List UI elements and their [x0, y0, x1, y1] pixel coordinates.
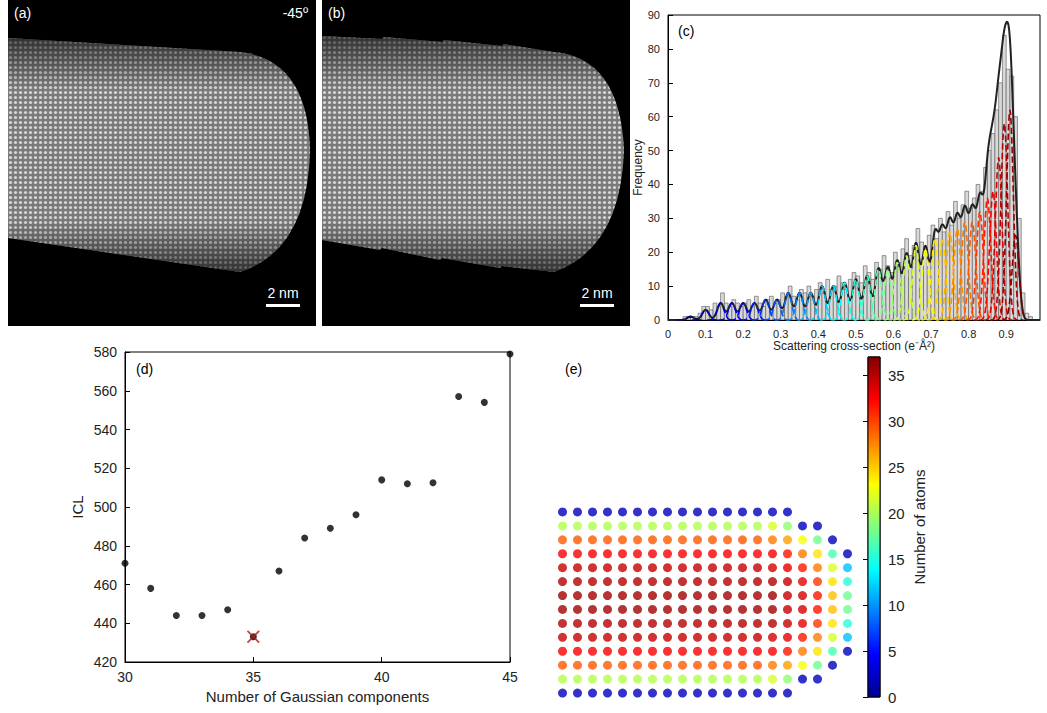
svg-text:(b): (b)	[328, 5, 345, 21]
svg-text:50: 50	[648, 145, 660, 157]
svg-text:420: 420	[94, 654, 118, 670]
svg-text:40: 40	[648, 178, 660, 190]
svg-text:35: 35	[246, 669, 262, 685]
svg-text:0.4: 0.4	[811, 328, 826, 340]
svg-text:35: 35	[888, 367, 905, 384]
svg-text:520: 520	[94, 460, 118, 476]
svg-text:15: 15	[888, 551, 905, 568]
svg-text:540: 540	[94, 422, 118, 438]
svg-text:0: 0	[665, 328, 671, 340]
svg-text:0.6: 0.6	[886, 328, 901, 340]
svg-text:0.7: 0.7	[923, 328, 938, 340]
svg-text:0.3: 0.3	[773, 328, 788, 340]
svg-text:30: 30	[888, 413, 905, 430]
svg-text:10: 10	[888, 597, 905, 614]
svg-text:(e): (e)	[565, 361, 582, 377]
svg-text:(d): (d)	[136, 361, 153, 377]
svg-text:90: 90	[648, 9, 660, 21]
svg-text:20: 20	[648, 246, 660, 258]
svg-text:0: 0	[888, 689, 896, 706]
svg-text:0.1: 0.1	[698, 328, 713, 340]
svg-text:500: 500	[94, 499, 118, 515]
svg-text:60: 60	[648, 111, 660, 123]
svg-text:25: 25	[888, 459, 905, 476]
svg-text:580: 580	[94, 344, 118, 360]
svg-text:Frequency: Frequency	[631, 139, 645, 196]
svg-text:460: 460	[94, 577, 118, 593]
svg-text:5: 5	[888, 643, 896, 660]
svg-text:80: 80	[648, 43, 660, 55]
svg-text:0.9: 0.9	[999, 328, 1014, 340]
svg-text:Number of atoms: Number of atoms	[911, 469, 928, 584]
svg-text:560: 560	[94, 383, 118, 399]
svg-text:40: 40	[374, 669, 390, 685]
svg-text:70: 70	[648, 77, 660, 89]
svg-text:ICL: ICL	[69, 495, 86, 518]
svg-text:0.2: 0.2	[736, 328, 751, 340]
svg-text:Number of Gaussian components: Number of Gaussian components	[206, 688, 429, 705]
svg-text:45: 45	[502, 669, 518, 685]
svg-text:2 nm: 2 nm	[581, 285, 612, 301]
svg-text:20: 20	[888, 505, 905, 522]
svg-text:0: 0	[654, 314, 660, 326]
svg-text:2 nm: 2 nm	[267, 285, 298, 301]
svg-text:Scattering cross-section (e⁻Å²: Scattering cross-section (e⁻Å²)	[773, 338, 935, 353]
svg-text:(a): (a)	[14, 5, 31, 21]
svg-text:-45º: -45º	[283, 5, 308, 21]
svg-text:480: 480	[94, 538, 118, 554]
svg-text:440: 440	[94, 615, 118, 631]
svg-text:0.8: 0.8	[961, 328, 976, 340]
svg-text:30: 30	[648, 212, 660, 224]
svg-text:10: 10	[648, 280, 660, 292]
svg-text:0.5: 0.5	[848, 328, 863, 340]
svg-text:(c): (c)	[678, 23, 694, 39]
svg-text:30: 30	[117, 669, 133, 685]
